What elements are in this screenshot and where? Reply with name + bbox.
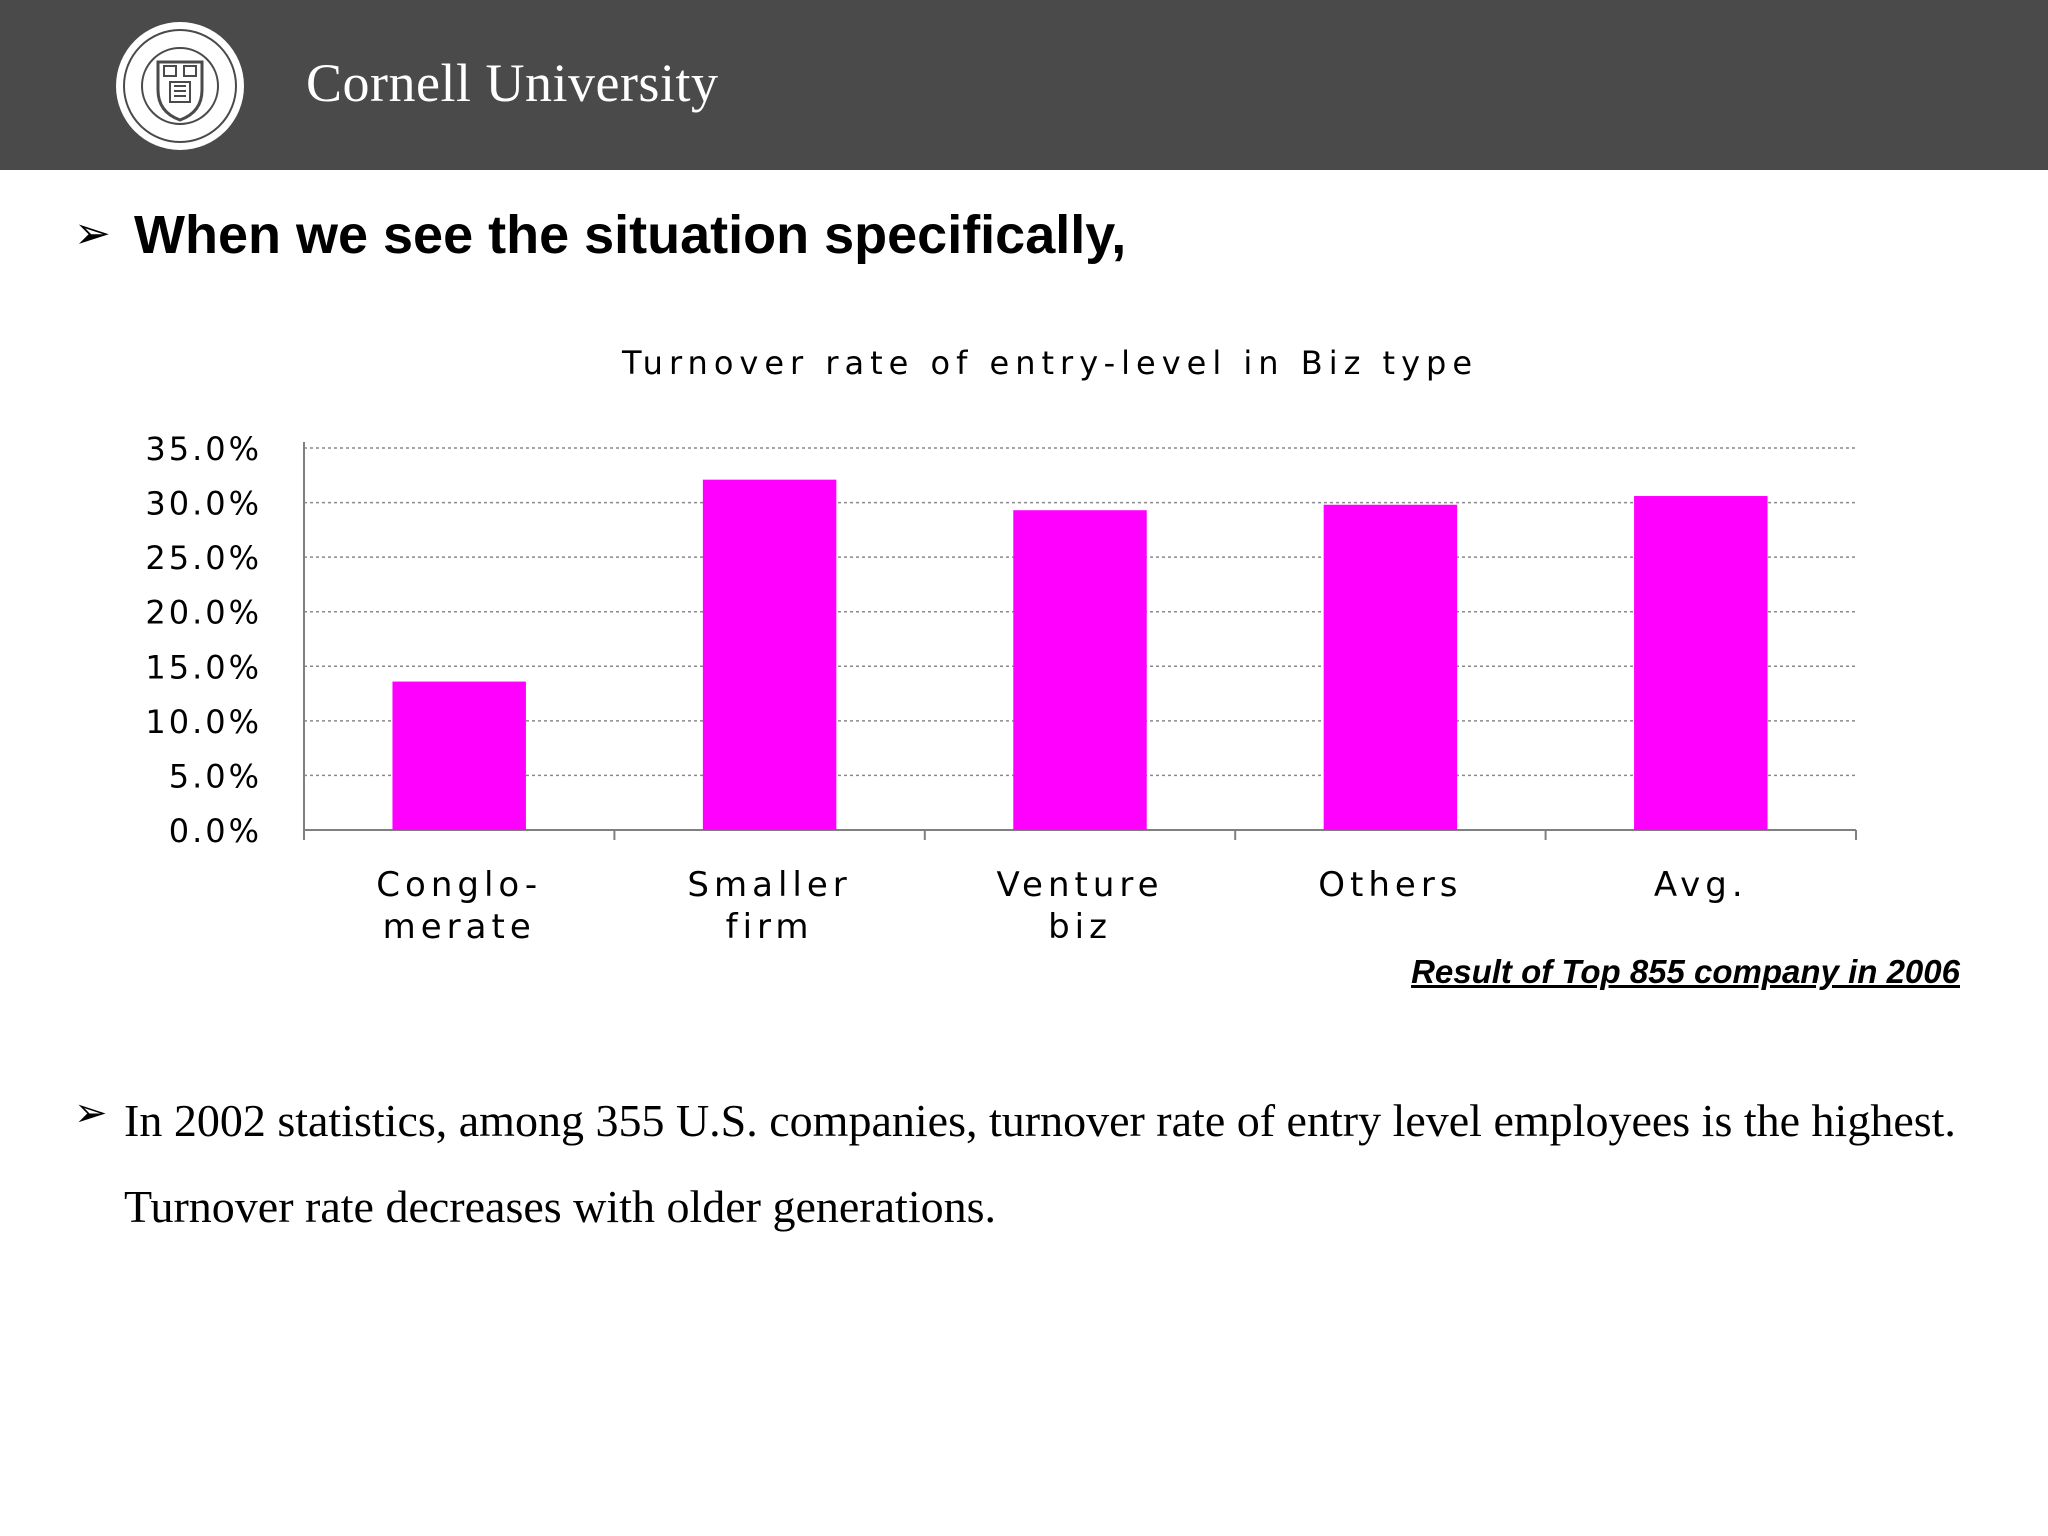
bar xyxy=(1013,510,1147,830)
bullet-arrow-icon: ➢ xyxy=(74,1090,108,1136)
y-tick-label: 5.0% xyxy=(169,757,262,795)
bar xyxy=(702,479,837,830)
chart-title: Turnover rate of entry-level in Biz type xyxy=(621,344,1478,382)
y-tick-label: 30.0% xyxy=(145,485,262,523)
x-tick-label: merate xyxy=(383,907,536,947)
x-tick-label: Avg. xyxy=(1654,865,1748,905)
bar xyxy=(1634,496,1768,830)
y-tick-label: 10.0% xyxy=(145,703,262,741)
y-tick-label: 25.0% xyxy=(145,539,262,577)
x-tick-label: Others xyxy=(1318,865,1462,905)
header-bar: Cornell University xyxy=(0,0,2048,170)
x-tick-label: Smaller xyxy=(687,865,851,905)
bar xyxy=(1323,504,1458,830)
y-tick-label: 35.0% xyxy=(145,430,262,468)
x-tick-label: firm xyxy=(726,907,814,947)
y-tick-label: 0.0% xyxy=(169,812,262,850)
body-text: In 2002 statistics, among 355 U.S. compa… xyxy=(124,1095,1956,1232)
x-tick-label: biz xyxy=(1048,907,1112,947)
slide-heading: When we see the situation specifically, xyxy=(134,205,1127,265)
brand-name: Cornell University xyxy=(306,53,719,113)
bar-chart: Turnover rate of entry-level in Biz type… xyxy=(145,344,1857,947)
x-tick-label: Venture xyxy=(996,865,1163,905)
bar xyxy=(392,681,526,830)
cornell-seal-logo xyxy=(116,22,244,150)
bullet-arrow-icon: ➢ xyxy=(74,208,111,259)
x-tick-label: Conglo- xyxy=(376,865,542,905)
y-tick-label: 15.0% xyxy=(145,648,262,686)
y-tick-label: 20.0% xyxy=(145,594,262,632)
source-note: Result of Top 855 company in 2006 xyxy=(1411,953,1960,990)
